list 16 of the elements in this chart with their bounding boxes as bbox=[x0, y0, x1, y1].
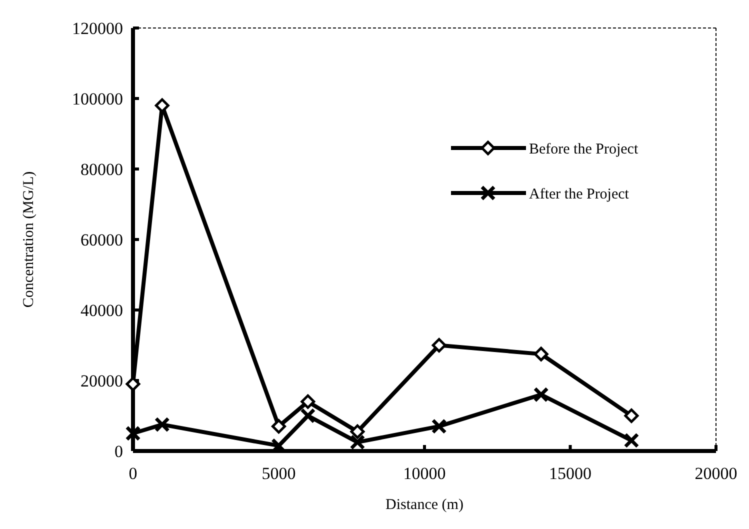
y-tick-label: 20000 bbox=[80, 371, 123, 390]
x-tick-label: 15000 bbox=[549, 464, 592, 483]
x-tick-label: 20000 bbox=[694, 464, 738, 483]
x-tick-label: 5000 bbox=[262, 464, 296, 483]
y-tick-label: 80000 bbox=[80, 160, 123, 179]
x-tick-label: 10000 bbox=[403, 464, 446, 483]
x-tick-label: 0 bbox=[128, 464, 138, 483]
legend-label: After the Project bbox=[529, 186, 630, 202]
y-axis-title: Concentration (MG/L) bbox=[21, 171, 37, 308]
y-tick-label: 60000 bbox=[80, 230, 123, 250]
y-tick-label: 100000 bbox=[72, 89, 123, 108]
y-tick-label: 120000 bbox=[72, 18, 123, 38]
x-axis-title: Distance (m) bbox=[386, 497, 464, 513]
y-tick-label: 40000 bbox=[80, 300, 123, 320]
y-tick-label: 0 bbox=[114, 442, 123, 461]
legend-label: Before the Project bbox=[529, 141, 639, 158]
